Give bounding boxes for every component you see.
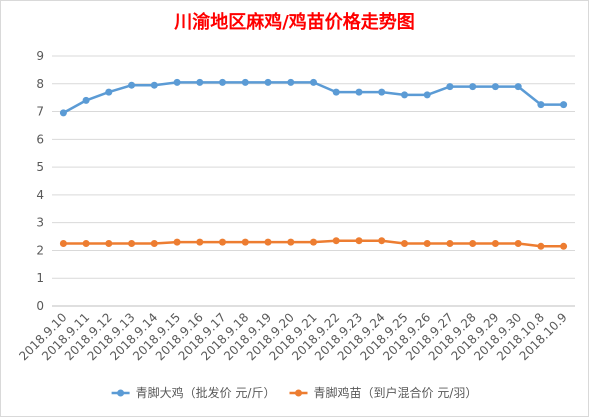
series-0-point-9 [264, 78, 272, 86]
series-0-point-19 [491, 83, 499, 91]
series-0-point-1 [82, 96, 90, 104]
series-0-point-14 [378, 88, 386, 96]
series-1-point-16 [423, 240, 431, 247]
y-tick-label-8: 8 [36, 77, 44, 91]
series-0-point-6 [196, 78, 204, 86]
series-1-point-8 [241, 238, 249, 246]
legend-marker-1 [295, 389, 302, 397]
series-1-point-17 [446, 240, 454, 247]
series-0-point-5 [173, 78, 181, 86]
series-1-point-10 [287, 238, 295, 246]
series-1-point-1 [82, 240, 90, 247]
series-0-point-4 [150, 81, 158, 89]
series-1-point-4 [150, 240, 158, 247]
series-1-point-21 [537, 242, 545, 250]
y-tick-label-6: 6 [36, 132, 44, 146]
y-tick-label-2: 2 [36, 243, 44, 257]
series-0-point-8 [241, 78, 249, 86]
series-1-point-11 [310, 238, 317, 246]
y-tick-label-5: 5 [36, 160, 44, 174]
series-0-point-2 [105, 88, 113, 96]
series-1-point-15 [401, 240, 408, 247]
series-0-point-22 [560, 101, 568, 109]
series-0-point-11 [310, 78, 317, 86]
series-0-point-3 [128, 81, 136, 89]
series-1-point-22 [560, 242, 568, 250]
series-0-point-20 [514, 83, 522, 91]
legend-item-0: 青脚大鸡（批发价 元/斤） [111, 385, 276, 400]
series-1-point-0 [59, 240, 67, 247]
y-tick-label-9: 9 [36, 49, 44, 63]
series-0-point-21 [537, 101, 545, 109]
chart-title: 川渝地区麻鸡/鸡苗价格走势图 [173, 11, 415, 33]
legend: 青脚大鸡（批发价 元/斤） 青脚鸡苗（到户混合价 元/羽） [111, 385, 478, 400]
legend-marker-0 [117, 389, 125, 397]
series-1-point-20 [514, 240, 522, 247]
legend-label-0: 青脚大鸡（批发价 元/斤） [136, 385, 276, 400]
series-1-point-6 [196, 238, 204, 246]
series-0-point-0 [59, 109, 67, 117]
series-0-point-16 [423, 91, 431, 99]
series-0-point-15 [401, 91, 408, 99]
y-tick-label-3: 3 [36, 216, 44, 230]
series-1-point-18 [469, 240, 477, 247]
series-1-point-13 [355, 237, 363, 245]
y-tick-label-7: 7 [36, 105, 44, 119]
series-1-point-14 [378, 237, 386, 245]
y-axis-ticks: 0 1 2 3 4 5 6 7 8 9 [36, 49, 44, 313]
y-tick-label-1: 1 [36, 271, 44, 285]
series-layer [59, 78, 568, 250]
legend-label-1: 青脚鸡苗（到户混合价 元/羽） [314, 385, 478, 400]
series-0-point-17 [446, 83, 454, 91]
series-0-point-7 [219, 78, 226, 86]
y-tick-label-4: 4 [36, 188, 44, 202]
series-0-point-18 [469, 83, 477, 91]
series-0-point-10 [287, 78, 295, 86]
series-1-point-9 [264, 238, 272, 246]
series-1-point-3 [128, 240, 136, 247]
series-1-point-7 [219, 238, 226, 246]
series-0-point-12 [332, 88, 340, 96]
series-1-point-5 [173, 238, 181, 246]
series-1-point-19 [491, 240, 499, 247]
legend-item-1: 青脚鸡苗（到户混合价 元/羽） [289, 385, 478, 400]
series-0-point-13 [355, 88, 363, 96]
series-1-point-12 [332, 237, 340, 245]
series-1-point-2 [105, 240, 113, 247]
y-tick-label-0: 0 [36, 299, 44, 313]
